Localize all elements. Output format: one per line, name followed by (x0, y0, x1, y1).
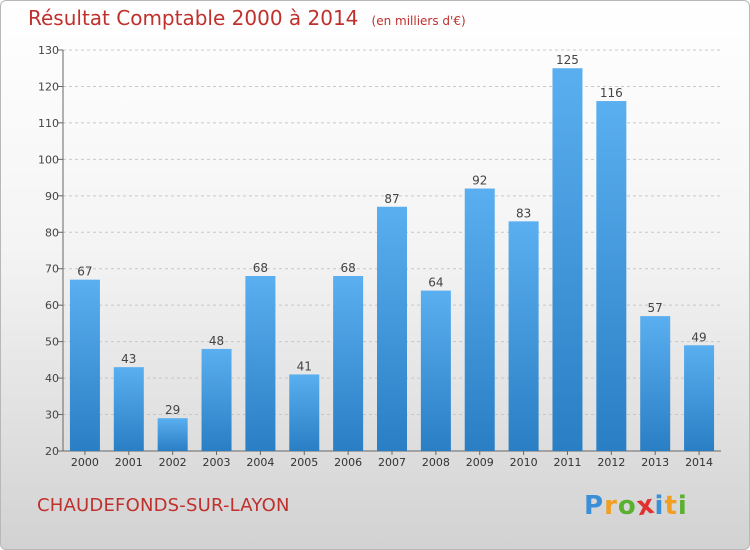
y-tick-label: 20 (45, 445, 59, 458)
bar-2009 (464, 188, 495, 451)
x-tick-label-2008: 2008 (422, 456, 450, 469)
y-tick-label: 110 (38, 117, 59, 130)
y-tick-label: 80 (45, 226, 59, 239)
data-label-2005: 41 (297, 359, 312, 373)
bar-2004 (245, 276, 276, 451)
data-label-2001: 43 (121, 352, 136, 366)
data-label-2002: 29 (165, 403, 180, 417)
x-tick-label-2003: 2003 (203, 456, 231, 469)
logo-letter: o (617, 491, 637, 521)
data-label-2003: 48 (209, 334, 224, 348)
bar-2001 (113, 367, 144, 451)
bar-2012 (596, 101, 627, 451)
data-label-2006: 68 (340, 261, 355, 275)
y-tick-label: 90 (45, 190, 59, 203)
data-label-2008: 64 (428, 276, 443, 290)
x-tick-label-2010: 2010 (510, 456, 538, 469)
x-tick-label-2009: 2009 (466, 456, 494, 469)
y-tick-label: 30 (45, 409, 59, 422)
logo-letter: t (664, 491, 678, 521)
y-tick-label: 50 (45, 336, 59, 349)
x-tick-label-2012: 2012 (597, 456, 625, 469)
y-tick-label: 120 (38, 80, 59, 93)
x-tick-label-2007: 2007 (378, 456, 406, 469)
bar-2008 (420, 290, 451, 451)
data-label-2009: 92 (472, 174, 487, 188)
y-tick-label: 130 (38, 44, 59, 57)
data-label-2004: 68 (253, 261, 268, 275)
x-tick-label-2005: 2005 (290, 456, 318, 469)
x-tick-label-2000: 2000 (71, 456, 99, 469)
bar-2010 (508, 221, 539, 451)
data-label-2010: 83 (516, 206, 531, 220)
y-tick-label: 40 (45, 372, 59, 385)
bar-2005 (289, 374, 320, 451)
x-tick-label-2006: 2006 (334, 456, 362, 469)
logo-letter: i (654, 491, 665, 521)
y-tick-label: 100 (38, 153, 59, 166)
bar-2006 (333, 276, 364, 451)
commune-name: CHAUDEFONDS-SUR-LAYON (37, 495, 290, 516)
x-tick-label-2013: 2013 (641, 456, 669, 469)
bar-2000 (69, 279, 100, 451)
x-tick-label-2014: 2014 (685, 456, 713, 469)
logo-letter: r (604, 491, 618, 521)
data-label-2013: 57 (648, 301, 663, 315)
y-tick-label: 70 (45, 263, 59, 276)
chart-title: Résultat Comptable 2000 à 2014 (en milli… (28, 6, 466, 30)
bar-2007 (377, 206, 407, 451)
x-tick-label-2011: 2011 (553, 456, 581, 469)
bar-2003 (201, 348, 232, 451)
bar-2013 (640, 316, 671, 451)
proxiti-logo: Proxiti (584, 490, 688, 523)
logo-letter: i (677, 491, 688, 521)
title-text: Résultat Comptable 2000 à 2014 (28, 6, 359, 30)
bar-2002 (157, 418, 188, 451)
data-label-2014: 49 (691, 330, 706, 344)
data-label-2007: 87 (384, 192, 399, 206)
logo-letter: P (584, 491, 605, 521)
x-tick-label-2001: 2001 (115, 456, 143, 469)
data-label-2011: 125 (556, 53, 579, 67)
data-label-2000: 67 (77, 265, 92, 279)
data-label-2012: 116 (600, 86, 623, 100)
x-tick-label-2002: 2002 (159, 456, 187, 469)
bar-2014 (684, 345, 715, 451)
y-tick-label: 60 (45, 299, 59, 312)
x-tick-label-2004: 2004 (246, 456, 274, 469)
unit-text: (en milliers d'€) (371, 14, 466, 28)
bar-2011 (552, 68, 583, 452)
